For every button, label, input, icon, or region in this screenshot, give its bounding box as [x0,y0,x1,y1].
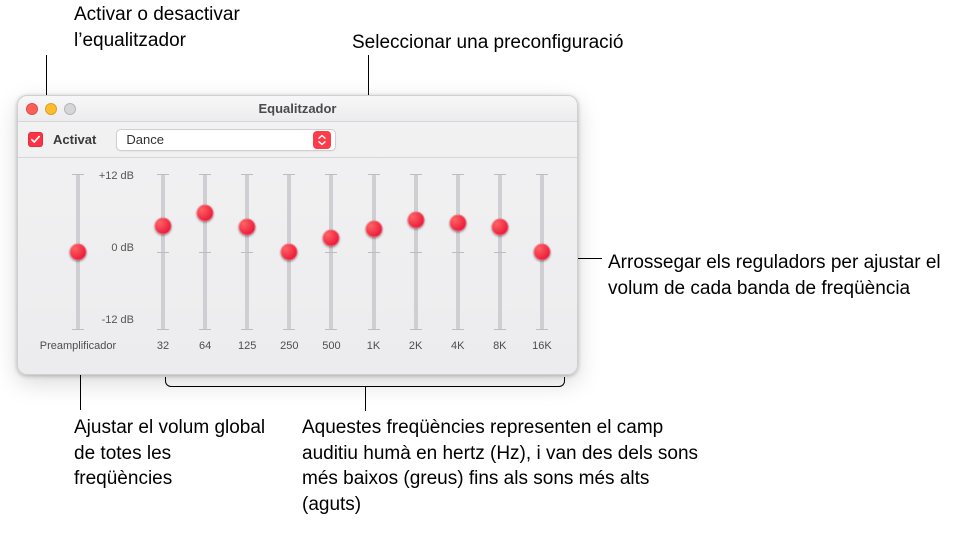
band-column-8K: 8K [481,168,519,366]
eq-bands: 32 64 125 250 500 1K 2K 4K 8K 16K [124,168,563,366]
activat-checkbox[interactable] [28,132,43,147]
band-slider-16K[interactable] [540,174,544,330]
freq-label-64: 64 [199,340,211,352]
equalizer-window: Equalitzador Activat Dance +12 dB 0 dB -… [17,95,578,375]
db-label-zero: 0 dB [88,242,134,254]
freq-label-500: 500 [322,340,340,352]
preset-value: Dance [126,132,164,147]
band-column-16K: 16K [523,168,561,366]
activat-label: Activat [53,132,96,147]
band-knob-500[interactable] [323,229,340,246]
callout-preset: Seleccionar una preconfiguració [352,30,672,56]
band-column-4K: 4K [439,168,477,366]
minimize-button[interactable] [45,103,57,115]
traffic-lights [26,103,76,115]
brace-freqs [165,377,565,387]
band-knob-125[interactable] [239,219,256,236]
band-knob-16K[interactable] [533,244,550,261]
callout-preamp: Ajustar el volum global de totes les fre… [74,415,274,492]
band-column-2K: 2K [397,168,435,366]
freq-label-8K: 8K [493,340,506,352]
band-column-32: 32 [144,168,182,366]
toolbar: Activat Dance [18,122,577,158]
band-knob-250[interactable] [281,244,298,261]
band-slider-2K[interactable] [414,174,418,330]
freq-label-2K: 2K [409,340,422,352]
band-slider-32[interactable] [161,174,165,330]
band-knob-4K[interactable] [449,214,466,231]
db-label-min: -12 dB [88,314,134,326]
db-scale-labels: +12 dB 0 dB -12 dB [88,170,134,326]
freq-label-125: 125 [238,340,256,352]
preset-select[interactable]: Dance [116,129,336,151]
close-button[interactable] [26,103,38,115]
band-slider-1K[interactable] [372,174,376,330]
chevron-updown-icon [313,131,331,149]
freq-label-16K: 16K [532,340,552,352]
band-column-250: 250 [270,168,308,366]
band-knob-1K[interactable] [365,221,382,238]
band-column-64: 64 [186,168,224,366]
band-slider-64[interactable] [203,174,207,330]
band-knob-32[interactable] [155,218,172,235]
band-slider-125[interactable] [245,174,249,330]
callout-freqs: Aquestes freqüències representen el camp… [302,415,702,518]
band-slider-250[interactable] [287,174,291,330]
callout-toggle: Activar o desactivar l’equalitzador [74,2,334,53]
check-icon [30,134,41,145]
freq-label-250: 250 [280,340,298,352]
freq-label-32: 32 [157,340,169,352]
band-slider-4K[interactable] [456,174,460,330]
preamp-slider[interactable] [76,174,80,330]
freq-label-4K: 4K [451,340,464,352]
band-column-1K: 1K [355,168,393,366]
band-slider-8K[interactable] [498,174,502,330]
band-slider-500[interactable] [329,174,333,330]
band-column-500: 500 [312,168,350,366]
band-knob-2K[interactable] [407,211,424,228]
band-column-125: 125 [228,168,266,366]
preamp-knob[interactable] [70,244,87,261]
preamp-label: Preamplificador [40,340,116,352]
titlebar: Equalitzador [18,96,577,122]
db-label-max: +12 dB [88,170,134,182]
window-title: Equalitzador [18,101,577,116]
zoom-button-disabled [64,103,76,115]
band-knob-64[interactable] [197,205,214,222]
band-knob-8K[interactable] [491,219,508,236]
callout-line [365,387,366,411]
freq-label-1K: 1K [367,340,380,352]
callout-drag: Arrossegar els reguladors per ajustar el… [608,250,958,301]
